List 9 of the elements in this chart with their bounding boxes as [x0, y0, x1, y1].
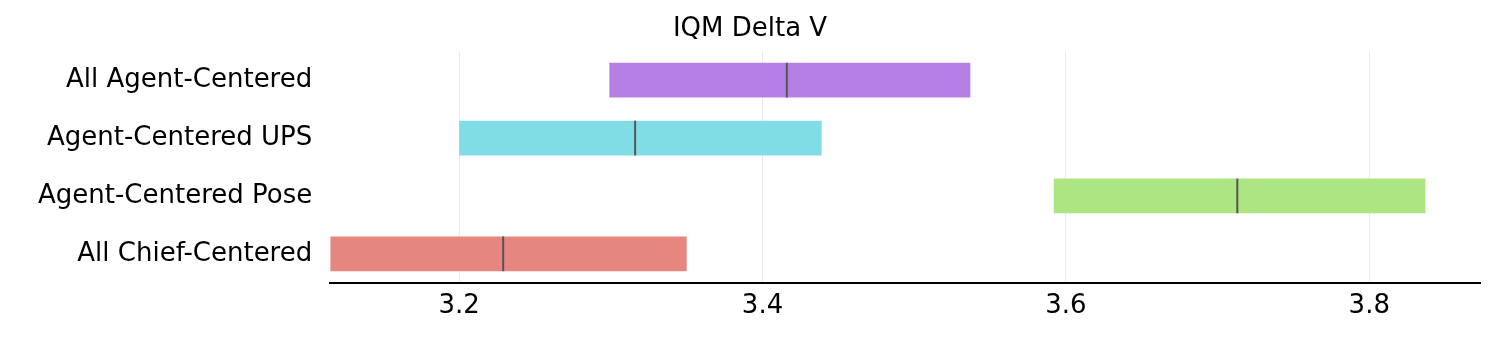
x-tick-label: 3.6: [1045, 289, 1087, 320]
chart-title: IQM Delta V: [672, 12, 828, 43]
y-tick-label: All Agent-Centered: [65, 62, 313, 93]
y-tick-label: Agent-Centered Pose: [37, 178, 313, 209]
x-tick-label: 3.2: [438, 289, 480, 320]
y-tick-label: All Chief-Centered: [77, 236, 313, 267]
y-tick-label: Agent-Centered UPS: [46, 120, 313, 151]
x-tick-label: 3.8: [1348, 289, 1390, 320]
x-tick-label: 3.4: [741, 289, 784, 320]
